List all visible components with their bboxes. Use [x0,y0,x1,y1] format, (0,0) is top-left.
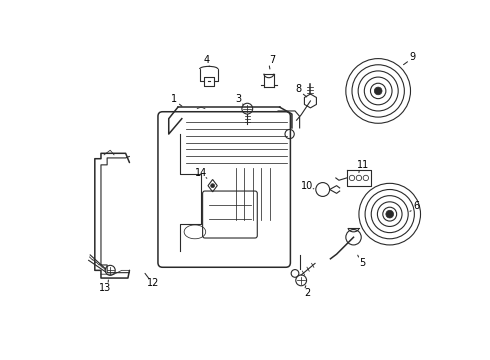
Circle shape [386,210,393,218]
Text: 14: 14 [195,167,207,177]
Text: 2: 2 [304,288,311,298]
Text: 3: 3 [235,94,241,104]
Circle shape [374,87,382,95]
Text: 5: 5 [360,258,366,267]
Text: 13: 13 [98,283,111,293]
Text: 12: 12 [147,278,160,288]
Text: 9: 9 [410,52,416,62]
Text: 8: 8 [295,84,301,94]
Circle shape [211,184,215,188]
Text: 6: 6 [414,202,420,211]
Text: 10: 10 [301,181,314,191]
Text: 11: 11 [357,160,369,170]
Text: 1: 1 [171,94,177,104]
Text: 7: 7 [269,55,275,65]
Text: 4: 4 [203,55,210,65]
